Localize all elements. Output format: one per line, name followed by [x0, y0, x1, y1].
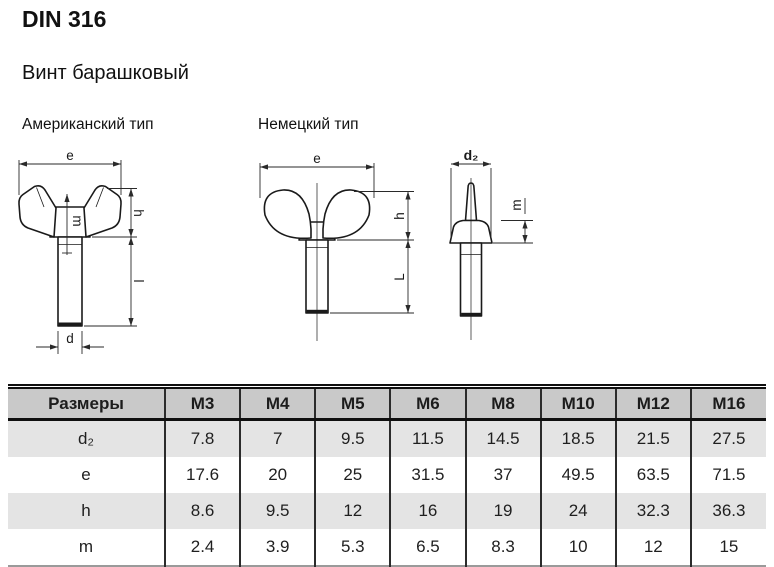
table-row-d2: d₂ 7.8 7 9.5 11.5 14.5 18.5 21.5 27.5 — [8, 419, 766, 457]
cell-value: 63.5 — [615, 457, 692, 493]
cell-value: 27.5 — [712, 429, 746, 448]
cell-value: 9.5 — [315, 419, 392, 457]
cell-value: 2.4 — [165, 529, 242, 566]
cell-value: 36.3 — [712, 501, 746, 520]
cell-value: 21.5 — [615, 419, 692, 457]
header-cell-m10: M10 — [540, 386, 617, 421]
german-front-dimension-lines — [259, 163, 414, 314]
cell-value: 31.5 — [390, 457, 467, 493]
german-side-view: d₂ m — [449, 148, 533, 340]
cell-value: 8.3 — [465, 529, 542, 566]
caption-american-type: Американский тип — [22, 116, 154, 133]
row-label-d2: d₂ — [8, 419, 166, 457]
cell-value: 19 — [465, 493, 542, 529]
header-cell-m6: M6 — [390, 386, 467, 421]
german-front-view: e h L — [259, 151, 414, 341]
cell-value: 25 — [315, 457, 392, 493]
american-type-drawing: e m h l d — [18, 148, 146, 354]
cell-value: 20 — [240, 457, 317, 493]
cell-value: 7 — [240, 419, 317, 457]
dim-label-h-american: h — [131, 209, 146, 217]
dim-label-e-american: e — [66, 148, 74, 163]
german-front-outline — [263, 183, 371, 341]
header-cell-m3: M3 — [165, 386, 242, 421]
table-row-h: h 8.6 9.5 12 16 19 24 32.3 36.3 — [8, 493, 766, 529]
cell-value: 18.5 — [540, 419, 617, 457]
cell-value: 12 — [615, 529, 692, 566]
german-type-drawing: e h L d₂ m — [259, 148, 533, 341]
header-cell-sizes: Размеры — [8, 386, 166, 421]
header-cell-m16: M16 — [690, 386, 766, 421]
cell-value: 37 — [465, 457, 542, 493]
header-cell-m4: M4 — [240, 386, 317, 421]
caption-german-type: Немецкий тип — [258, 116, 359, 133]
header-cell-m12: M12 — [615, 386, 692, 421]
cell-value: 6.5 — [390, 529, 467, 566]
cell-value: 12 — [315, 493, 392, 529]
american-dimension-lines — [18, 160, 137, 354]
dim-label-l-american: l — [131, 280, 146, 283]
cell-value: 16 — [390, 493, 467, 529]
dim-label-d2-german: d₂ — [464, 148, 479, 163]
row-label-h: h — [8, 493, 166, 529]
cell-value: 7.8 — [165, 419, 242, 457]
german-side-dimension-lines — [450, 161, 533, 244]
table-row-e: e 17.6 20 25 31.5 37 49.5 63.5 71.5 — [8, 457, 766, 493]
page-subtitle: Винт барашковый — [22, 62, 189, 84]
row-label-e: e — [8, 457, 166, 493]
american-screw-outline — [18, 184, 122, 327]
cell-value: 24 — [540, 493, 617, 529]
cell-value: 17.6 — [165, 457, 242, 493]
cell-value: 71.5 — [712, 465, 746, 484]
dim-label-d-american: d — [66, 331, 74, 346]
dimensions-table-wrap: Размеры M3 M4 M5 M6 M8 M10 M12 M16 d₂ 7.… — [8, 384, 766, 567]
cell-value: 5.3 — [315, 529, 392, 566]
dim-label-h-german: h — [392, 212, 407, 220]
header-cell-m8: M8 — [465, 386, 542, 421]
cell-value: 8.6 — [165, 493, 242, 529]
german-side-outline — [449, 178, 493, 340]
cell-value: 11.5 — [390, 419, 467, 457]
dim-label-L-german: L — [392, 273, 407, 281]
header-cell-m5: M5 — [315, 386, 392, 421]
cell-value: 15 — [719, 537, 739, 556]
cell-value: 32.3 — [615, 493, 692, 529]
page-title: DIN 316 — [22, 6, 107, 32]
cell-value: 3.9 — [240, 529, 317, 566]
dim-label-e-german: e — [313, 151, 321, 166]
cell-value: 49.5 — [540, 457, 617, 493]
cell-value: 9.5 — [240, 493, 317, 529]
dim-label-m-american: m — [70, 215, 85, 226]
cell-value: 14.5 — [465, 419, 542, 457]
table-header-row: Размеры M3 M4 M5 M6 M8 M10 M12 M16 — [8, 386, 766, 421]
table-row-m: m 2.4 3.9 5.3 6.5 8.3 10 12 15 — [8, 529, 766, 566]
row-label-m: m — [8, 529, 166, 566]
cell-value: 10 — [540, 529, 617, 566]
dim-label-m-german: m — [509, 199, 524, 210]
dimensions-table: Размеры M3 M4 M5 M6 M8 M10 M12 M16 d₂ 7.… — [8, 384, 766, 567]
